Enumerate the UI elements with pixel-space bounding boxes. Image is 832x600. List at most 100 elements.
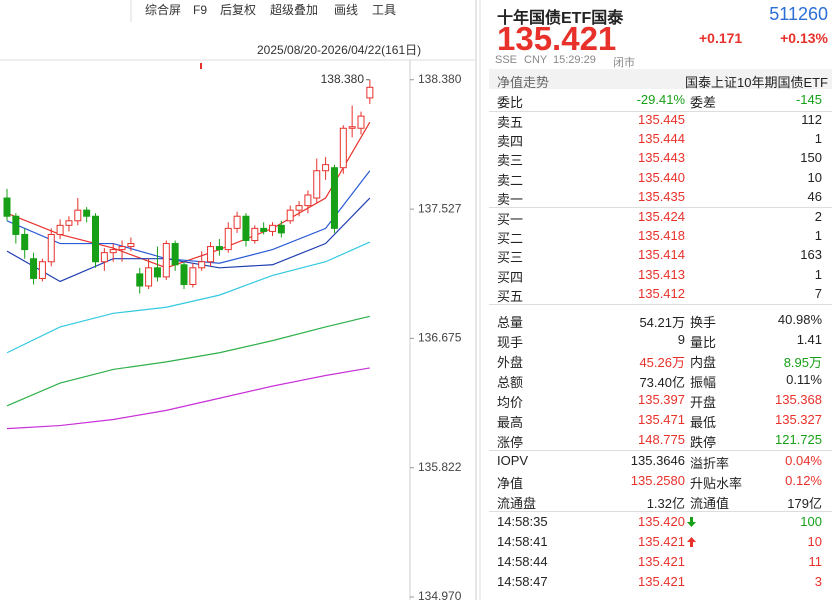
status-exchange: SSE: [495, 54, 518, 66]
label: 均价: [497, 395, 524, 410]
book-price: 135.445: [638, 112, 685, 127]
candle-body: [92, 215, 99, 263]
candle-body: [348, 126, 356, 129]
candle-body: [83, 209, 91, 217]
candle-body: [295, 205, 303, 211]
candle-body: [339, 127, 347, 169]
label: 现手: [497, 335, 524, 350]
moving-average: [6, 241, 371, 354]
value: 40.98%: [777, 312, 822, 327]
trade-arrow: [687, 537, 696, 547]
value: -29.41%: [636, 92, 685, 107]
toolbar-item[interactable]: F9: [193, 3, 207, 17]
date-range: 2025/08/20-2026/04/22(161日): [257, 43, 421, 57]
book-label: 买一: [497, 212, 524, 227]
candle-body: [21, 233, 29, 251]
label: 升贴水率: [690, 476, 743, 491]
candle-body: [313, 170, 321, 199]
toolbar-item[interactable]: 画线: [334, 3, 358, 17]
candle-body: [47, 233, 55, 263]
y-tick-label: 138.380: [418, 72, 462, 86]
candle-body: [12, 215, 20, 235]
label: 总量: [497, 315, 524, 330]
index-name: 国泰上证10年期国债ETF: [684, 75, 828, 90]
trade-time: 14:58:35: [497, 514, 548, 529]
status-time: 15:29:29: [553, 54, 596, 66]
candle-body: [136, 273, 144, 287]
fund-name: 十年国债ETF国泰: [497, 10, 624, 27]
book-price: 135.440: [638, 169, 685, 185]
divider: [489, 450, 832, 451]
candle-body: [286, 209, 294, 222]
toolbar-item[interactable]: 工具: [372, 3, 396, 17]
value: 0.12%: [785, 473, 822, 488]
label: 最高: [497, 415, 524, 430]
book-volume: 7: [814, 285, 822, 301]
value: 135.3646: [630, 453, 685, 468]
book-volume: 112: [801, 112, 822, 127]
toolbar-item[interactable]: 后复权: [220, 3, 256, 17]
change-pct: +0.13%: [780, 30, 828, 46]
toolbar-item[interactable]: 综合屏: [145, 2, 181, 17]
book-label: 卖四: [497, 134, 524, 150]
moving-average: [6, 121, 371, 269]
value: 1.32亿: [646, 496, 685, 511]
trade-price: 135.421: [638, 554, 685, 569]
nav-trend[interactable]: 净值走势: [497, 75, 550, 90]
candle-body: [260, 227, 268, 232]
candle-body: [198, 261, 206, 269]
y-tick-label: 136.675: [418, 331, 462, 345]
book-price: 135.414: [638, 247, 685, 263]
divider: [489, 207, 832, 208]
book-volume: 1: [814, 228, 822, 244]
nav-bar: [489, 69, 832, 89]
candle-body: [357, 115, 365, 129]
label: 溢折率: [690, 456, 730, 471]
trade-volume: 3: [814, 574, 822, 589]
book-price: 135.412: [638, 285, 685, 301]
value: 73.40亿: [639, 375, 685, 390]
candle-body: [127, 243, 135, 248]
price: 135.421: [497, 20, 617, 57]
candle-body: [189, 267, 197, 285]
value: 9: [677, 332, 685, 347]
quote-panel: 十年国债ETF国泰 511260 135.421 +0.171 +0.13% SSE CNY…: [489, 0, 832, 600]
book-label: 买四: [497, 269, 524, 285]
status-currency: CNY: [524, 54, 548, 66]
candle-body: [3, 197, 11, 217]
divider: [489, 511, 832, 512]
label: 振幅: [690, 375, 717, 390]
book-label: 卖二: [497, 172, 524, 188]
label: 外盘: [497, 355, 524, 370]
y-tick-label: 137.527: [418, 201, 462, 215]
label: 委差: [690, 95, 717, 110]
trade-volume: 100: [800, 514, 822, 529]
book-label: 买五: [497, 288, 524, 304]
value: 54.21万: [639, 315, 685, 330]
toolbar-item[interactable]: 超级叠加: [270, 2, 318, 17]
book-volume: 10: [807, 169, 822, 185]
candle-body: [233, 215, 241, 229]
candle-body: [207, 246, 215, 263]
candle-body: [277, 224, 285, 234]
divider: [489, 304, 832, 305]
y-tick-label: 134.970: [418, 589, 462, 600]
status-status: 闭市: [613, 57, 635, 69]
label: 换手: [690, 315, 717, 330]
trade-price: 135.421: [638, 574, 685, 589]
value: 135.368: [775, 392, 822, 407]
value: 135.397: [638, 392, 685, 407]
book-volume: 1: [814, 131, 822, 147]
candle-body: [251, 227, 259, 242]
candle-body: [145, 267, 153, 287]
divider: [489, 111, 832, 112]
label: 跌停: [690, 435, 717, 450]
candle-body: [153, 267, 161, 278]
y-tick-label: 135.822: [418, 460, 462, 474]
candle-body: [180, 264, 188, 285]
trade-arrow: [687, 517, 696, 527]
trade-price: 135.420: [638, 514, 685, 529]
trade-time: 14:58:41: [497, 534, 548, 549]
candle-body: [100, 252, 108, 263]
value: 148.775: [638, 432, 685, 447]
